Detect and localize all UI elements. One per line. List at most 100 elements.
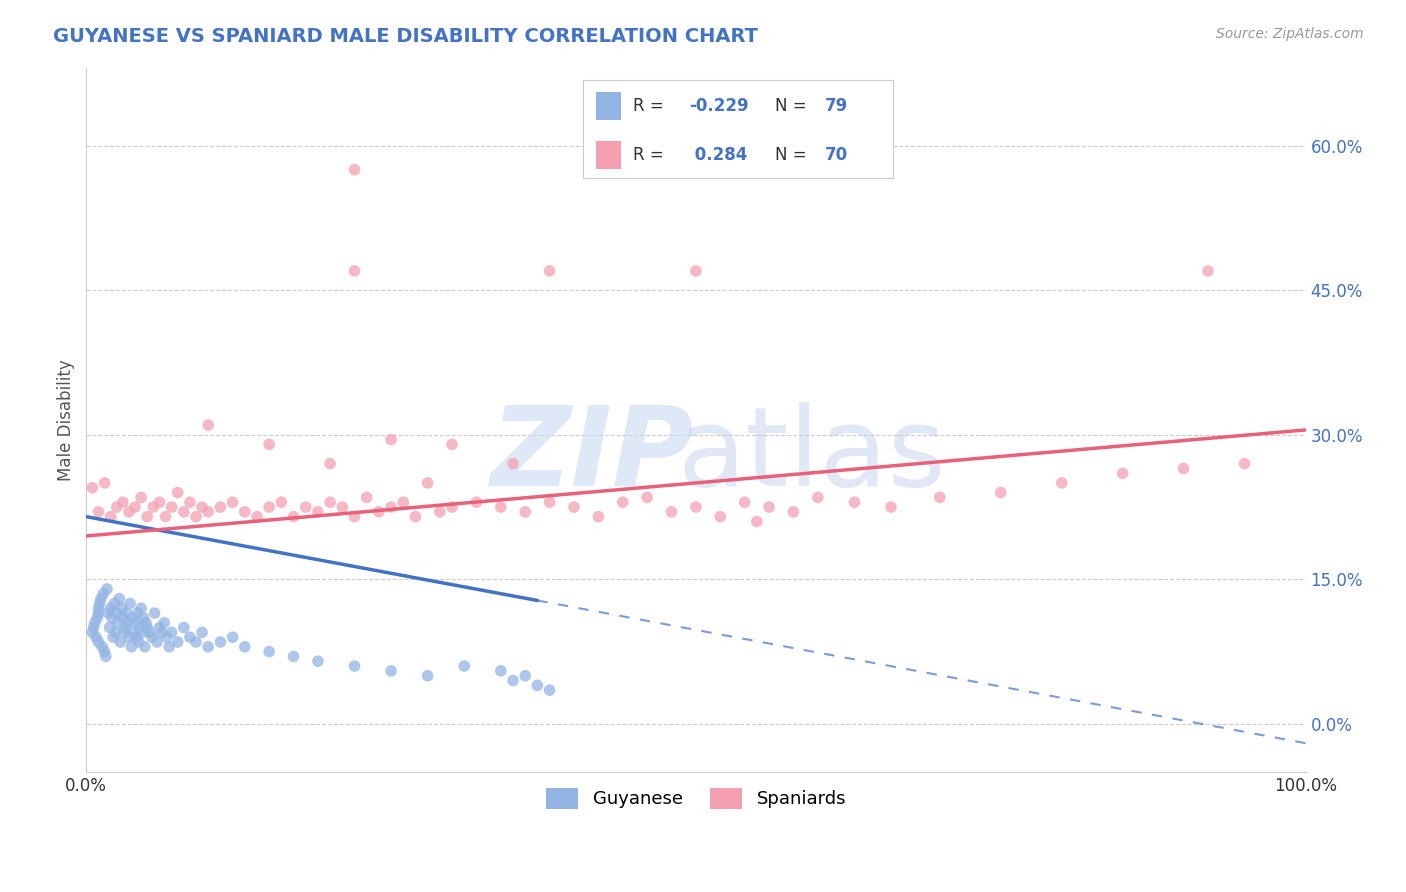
Text: GUYANESE VS SPANIARD MALE DISABILITY CORRELATION CHART: GUYANESE VS SPANIARD MALE DISABILITY COR… bbox=[53, 27, 758, 45]
Point bbox=[257, 500, 280, 514]
Point bbox=[173, 620, 195, 634]
Point bbox=[166, 485, 188, 500]
Point bbox=[307, 505, 329, 519]
Point bbox=[110, 635, 132, 649]
Text: Source: ZipAtlas.com: Source: ZipAtlas.com bbox=[1216, 27, 1364, 41]
Point bbox=[91, 640, 114, 654]
Point bbox=[356, 491, 378, 505]
Point bbox=[562, 500, 585, 514]
Point bbox=[143, 606, 166, 620]
Point bbox=[197, 640, 219, 654]
Point bbox=[100, 509, 122, 524]
Point bbox=[453, 659, 475, 673]
Y-axis label: Male Disability: Male Disability bbox=[58, 359, 75, 481]
Point bbox=[307, 654, 329, 668]
Point bbox=[157, 640, 180, 654]
Point bbox=[1197, 264, 1219, 278]
Point bbox=[115, 606, 138, 620]
Point bbox=[118, 630, 141, 644]
Point bbox=[502, 457, 524, 471]
Point bbox=[129, 601, 152, 615]
Point bbox=[96, 582, 118, 596]
Point bbox=[105, 500, 128, 514]
Point bbox=[129, 491, 152, 505]
Point bbox=[429, 505, 451, 519]
Point bbox=[197, 505, 219, 519]
Point bbox=[221, 630, 243, 644]
Point bbox=[184, 509, 207, 524]
Point bbox=[685, 500, 707, 514]
Point bbox=[155, 509, 177, 524]
Point bbox=[160, 625, 183, 640]
Point bbox=[114, 620, 136, 634]
Point bbox=[191, 625, 214, 640]
Point bbox=[136, 620, 159, 634]
Point bbox=[197, 418, 219, 433]
Point bbox=[782, 505, 804, 519]
Point bbox=[100, 601, 122, 615]
Point bbox=[125, 630, 148, 644]
Point bbox=[156, 630, 179, 644]
Point bbox=[209, 500, 232, 514]
Point bbox=[283, 649, 305, 664]
Point bbox=[380, 664, 402, 678]
Point bbox=[104, 625, 127, 640]
Point bbox=[465, 495, 488, 509]
Point bbox=[129, 620, 152, 634]
Text: 79: 79 bbox=[825, 97, 848, 115]
Point bbox=[160, 500, 183, 514]
Point bbox=[132, 611, 155, 625]
Point bbox=[502, 673, 524, 688]
Point bbox=[246, 509, 269, 524]
Point bbox=[257, 644, 280, 658]
Point bbox=[257, 437, 280, 451]
Text: R =: R = bbox=[633, 146, 669, 164]
Point bbox=[367, 505, 389, 519]
Point bbox=[330, 500, 353, 514]
Point bbox=[538, 683, 561, 698]
Point bbox=[150, 625, 173, 640]
Point bbox=[343, 659, 366, 673]
Point bbox=[146, 635, 169, 649]
Point bbox=[105, 606, 128, 620]
Point bbox=[441, 500, 464, 514]
Point bbox=[179, 495, 201, 509]
Point bbox=[661, 505, 683, 519]
Point bbox=[880, 500, 903, 514]
Point bbox=[526, 678, 548, 692]
Point bbox=[101, 630, 124, 644]
Point bbox=[990, 485, 1012, 500]
Point bbox=[134, 640, 156, 654]
Point bbox=[111, 601, 134, 615]
Point bbox=[515, 505, 537, 519]
Point bbox=[98, 620, 121, 634]
Point bbox=[734, 495, 756, 509]
Point bbox=[127, 606, 149, 620]
Point bbox=[405, 509, 427, 524]
Point bbox=[343, 264, 366, 278]
Point bbox=[319, 495, 342, 509]
Point bbox=[844, 495, 866, 509]
FancyBboxPatch shape bbox=[596, 141, 620, 169]
Point bbox=[87, 635, 110, 649]
Point bbox=[107, 615, 129, 630]
Point bbox=[111, 611, 134, 625]
Point bbox=[142, 500, 165, 514]
Point bbox=[82, 625, 104, 640]
Point bbox=[135, 615, 157, 630]
Point bbox=[233, 640, 256, 654]
Point bbox=[128, 635, 150, 649]
Point bbox=[121, 611, 143, 625]
Point bbox=[94, 649, 117, 664]
Point bbox=[1233, 457, 1256, 471]
Point bbox=[184, 635, 207, 649]
Point bbox=[131, 625, 153, 640]
Text: N =: N = bbox=[775, 146, 813, 164]
Text: N =: N = bbox=[775, 97, 813, 115]
Point bbox=[294, 500, 316, 514]
Point bbox=[441, 437, 464, 451]
Point bbox=[124, 500, 146, 514]
Point bbox=[270, 495, 292, 509]
Point bbox=[319, 457, 342, 471]
Point bbox=[136, 509, 159, 524]
